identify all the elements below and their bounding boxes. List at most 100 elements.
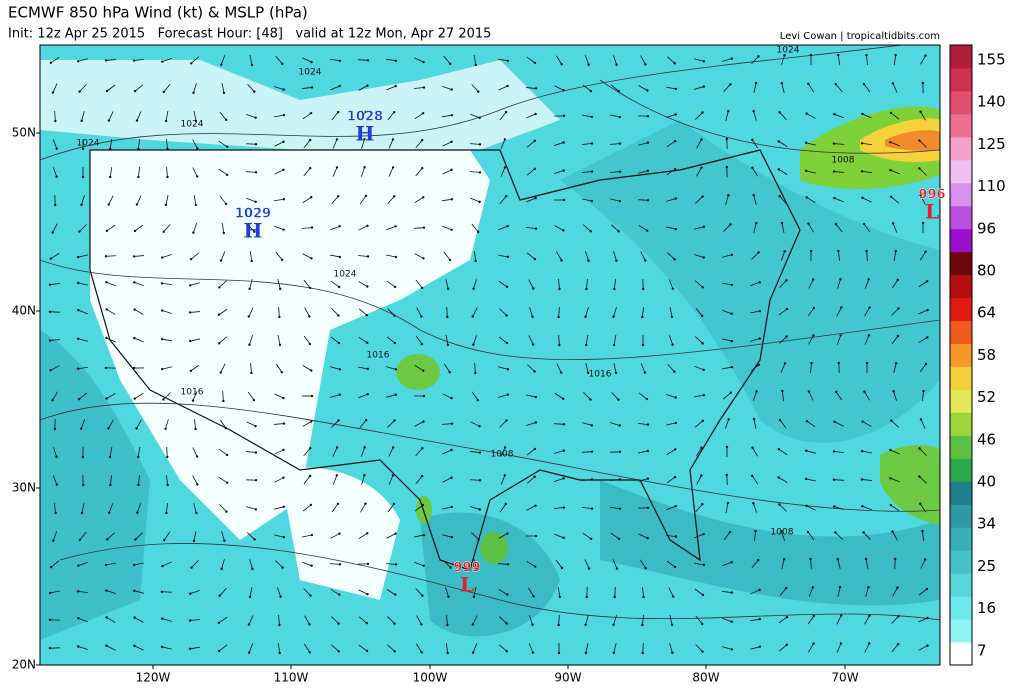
arrow-head	[531, 623, 534, 626]
wind-arrow	[329, 58, 341, 62]
arrow-head	[161, 60, 164, 63]
arrow-head	[192, 91, 195, 94]
arrow-head	[646, 141, 650, 144]
arrow-head	[506, 255, 510, 259]
arrow-head	[532, 287, 535, 290]
colorbar-segment	[950, 45, 972, 69]
wind-arrow	[890, 477, 900, 483]
wind-arrow	[49, 339, 61, 341]
arrow-head	[534, 112, 537, 116]
arrow-head	[55, 455, 58, 458]
arrow-head	[394, 563, 398, 566]
isobar-label: 1016	[589, 370, 612, 380]
arrow-head	[391, 166, 395, 169]
wind-arrow	[780, 251, 786, 261]
wind-arrow	[613, 307, 617, 317]
colorbar-segment	[950, 527, 972, 551]
arrow-head	[778, 418, 782, 422]
wind-arrow	[806, 170, 816, 174]
lat-label: 40N	[12, 304, 36, 318]
wind-arrow	[302, 421, 312, 427]
arrow-head	[81, 455, 85, 459]
wind-arrow	[526, 252, 536, 260]
wind-arrow	[780, 363, 786, 373]
wind-arrow	[750, 310, 760, 314]
wind-arrow	[863, 223, 871, 233]
arrow-head	[780, 221, 784, 225]
wind-arrow	[696, 475, 702, 485]
wind-arrow	[753, 530, 757, 542]
arrow-head	[190, 62, 193, 65]
arrow-head	[925, 587, 929, 591]
arrow-head	[702, 60, 706, 63]
wind-arrow	[53, 447, 57, 457]
wind-arrow	[781, 83, 785, 93]
wind-arrow	[278, 306, 280, 318]
wind-arrow	[751, 252, 759, 260]
wind-arrow	[106, 84, 116, 92]
arrow-head	[188, 619, 192, 622]
arrow-head	[860, 142, 864, 145]
wind-arrow	[499, 616, 507, 624]
colorbar-label: 155	[977, 51, 1006, 69]
arrow-head	[250, 63, 254, 67]
arrow-head	[562, 89, 565, 92]
arrow-head	[54, 511, 57, 515]
arrow-head	[560, 63, 563, 66]
arrow-head	[337, 285, 341, 289]
arrow-head	[784, 586, 788, 590]
arrow-head	[338, 84, 341, 88]
arrow-head	[137, 175, 140, 179]
wind-arrow	[137, 138, 141, 150]
wind-arrow	[806, 420, 816, 428]
wind-arrow	[469, 143, 481, 145]
arrow-head	[585, 595, 589, 599]
wind-arrow	[558, 614, 560, 626]
arrow-head	[366, 255, 370, 258]
wind-arrow	[750, 364, 760, 372]
arrow-head	[335, 138, 339, 141]
arrow-head	[137, 147, 140, 151]
wind-arrow	[54, 110, 56, 122]
wind-arrow	[248, 615, 254, 625]
wind-arrow	[278, 614, 280, 626]
wind-arrow	[109, 474, 113, 486]
arrow-head	[534, 196, 537, 200]
arrow-head	[253, 90, 256, 93]
arrow-head	[730, 253, 734, 256]
arrow-head	[618, 199, 622, 203]
wind-arrow	[332, 139, 338, 149]
wind-arrow	[807, 83, 815, 93]
arrow-head	[104, 255, 108, 258]
arrow-head	[777, 168, 780, 171]
wind-arrow	[779, 280, 787, 288]
wind-arrow	[136, 419, 142, 429]
wind-arrow	[165, 419, 169, 429]
arrow-head	[422, 257, 425, 260]
arrow-head	[533, 370, 536, 373]
wind-arrow	[725, 503, 729, 513]
wind-arrow	[778, 477, 788, 483]
arrow-head	[366, 341, 369, 344]
arrow-head	[726, 501, 730, 505]
wind-arrow	[498, 589, 508, 595]
arrow-head	[474, 63, 478, 67]
arrow-head	[505, 341, 509, 345]
wind-arrow	[388, 475, 394, 485]
wind-arrow	[642, 642, 644, 654]
arrow-head	[730, 312, 733, 315]
arrow-head	[646, 477, 650, 480]
arrow-head	[392, 110, 396, 114]
arrow-head	[562, 536, 565, 540]
wind-arrow	[864, 615, 870, 625]
arrow-head	[282, 140, 285, 143]
arrow-head	[702, 368, 705, 372]
wind-arrow	[893, 391, 897, 401]
arrow-head	[839, 334, 842, 337]
arrow-head	[474, 371, 477, 375]
arrow-head	[531, 651, 535, 654]
arrow-head	[589, 537, 593, 540]
wind-arrow	[527, 364, 535, 372]
wind-arrow	[666, 86, 676, 90]
wind-arrow	[442, 534, 452, 538]
